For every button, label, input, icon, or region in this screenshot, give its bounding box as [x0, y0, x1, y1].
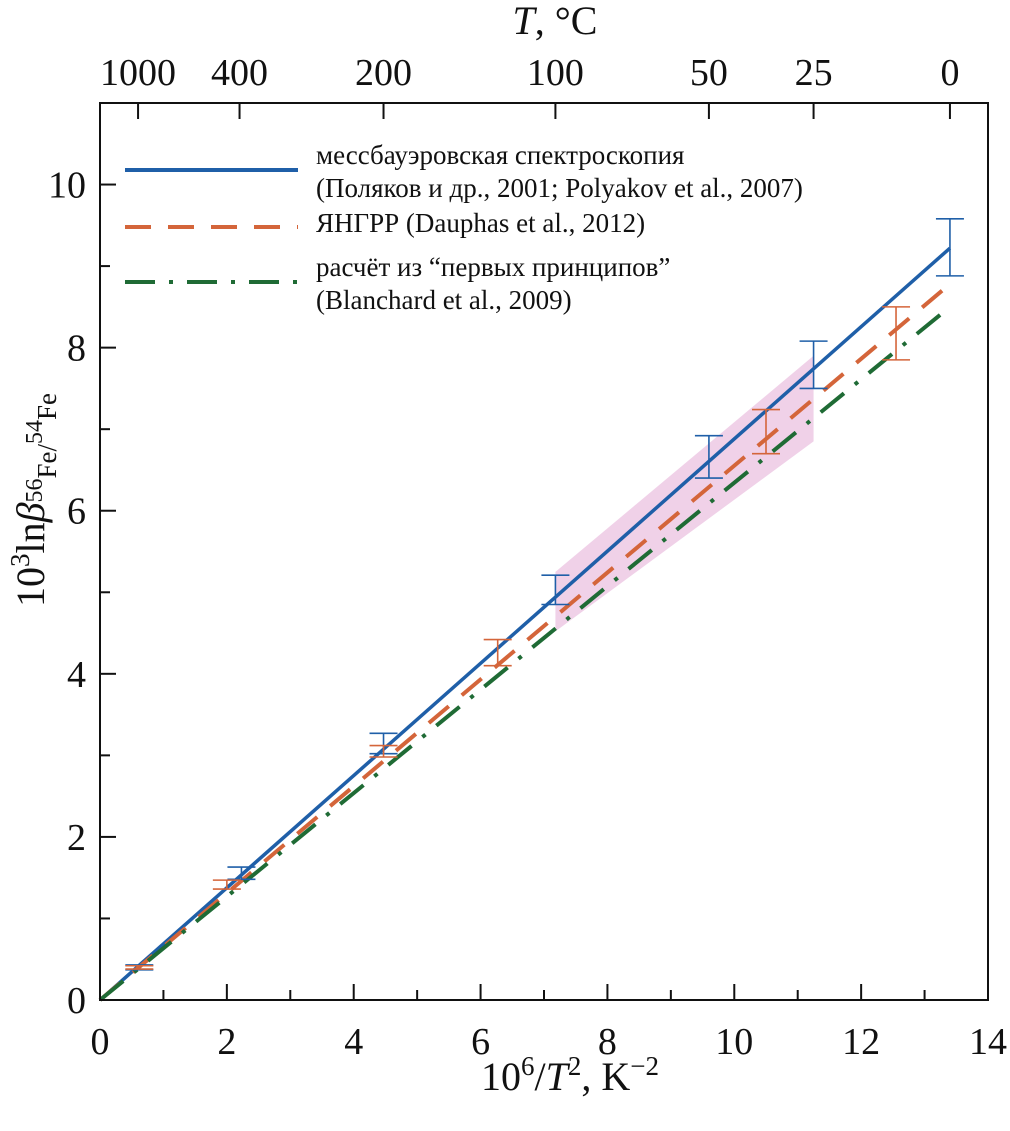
x-title-base: 10	[481, 1054, 521, 1099]
series-line-nrixs	[98, 282, 952, 1002]
error-bar-mossbauer	[694, 434, 723, 479]
x-axis-title: 106/T2, K−2	[481, 1051, 659, 1099]
y-tick-label: 4	[67, 654, 86, 696]
error-bar-nrixs	[125, 964, 154, 970]
x-title-tail: , K	[581, 1054, 630, 1099]
x-title-tail-sup: −2	[630, 1051, 659, 1081]
top-tick-label: 1000	[100, 52, 176, 94]
y-title-sub-slash: /	[32, 443, 62, 451]
error-bar-nrixs	[369, 744, 398, 758]
x-tick-label: 2	[217, 1021, 236, 1063]
x-tick-label: 4	[344, 1021, 363, 1063]
top-tick-label: 100	[527, 52, 584, 94]
top-tick-label: 25	[795, 52, 833, 94]
y-title-ln: ln	[8, 522, 53, 553]
top-tick-label: 0	[940, 52, 959, 94]
y-title-base: 10	[8, 567, 53, 607]
y-title-base-sup: 3	[5, 554, 35, 568]
top-tick-label: 400	[211, 52, 268, 94]
y-tick-label: 0	[67, 980, 86, 1022]
error-bar-nrixs	[483, 638, 512, 667]
series-line-first_principles	[98, 305, 952, 1002]
top-axis-title: T, °C	[513, 0, 598, 43]
error-bar-mossbauer	[227, 866, 256, 881]
y-title-sub1-sup: 56	[22, 478, 48, 502]
y-title-sub1: Fe	[32, 451, 62, 478]
top-tick-label: 200	[355, 52, 412, 94]
legend-label-first-principles-line1: расчёт из “первых принципов”	[316, 252, 670, 282]
legend-label-first-principles-line2: (Blanchard et al., 2009)	[316, 285, 572, 315]
y-title-beta: β	[8, 502, 53, 523]
shaded-uncertainty-region	[555, 355, 814, 632]
x-tick-label: 14	[969, 1021, 1007, 1063]
y-title-sub2: Fe	[32, 393, 62, 420]
x-tick-label: 10	[715, 1021, 753, 1063]
y-axis-title: 103lnβ56Fe/54Fe	[5, 393, 62, 607]
x-title-var: T	[546, 1054, 571, 1099]
shaded-region-layer	[555, 355, 814, 632]
legend-label-mossbauer-line1: мессбауэровская спектроскопия	[316, 140, 684, 170]
x-tick-label: 8	[598, 1021, 617, 1063]
x-title-slash: /	[535, 1054, 547, 1099]
tick-labels-layer: 0 2 4 6 8 10 12 14 0 2 4 6 8 10 1000 400 200 100 50 25 0	[48, 52, 1007, 1063]
legend-label-mossbauer-line2: (Поляков и др., 2001; Polyakov et al., 2…	[316, 173, 803, 203]
y-tick-label: 6	[67, 491, 86, 533]
error-bars-layer	[125, 217, 964, 971]
x-tick-label: 12	[842, 1021, 880, 1063]
error-bar-mossbauer	[541, 574, 570, 606]
legend-label-nrixs: ЯНГРР (Dauphas et al., 2012)	[316, 208, 645, 238]
top-tick-label: 50	[690, 52, 728, 94]
x-title-var-sup: 2	[568, 1051, 582, 1081]
ticks-layer	[99, 102, 989, 1001]
y-tick-label: 10	[48, 165, 86, 207]
top-axis-var: T	[513, 0, 538, 43]
x-tick-label: 6	[471, 1021, 490, 1063]
y-title-sub2-sup: 54	[22, 420, 48, 444]
x-tick-label: 0	[91, 1021, 110, 1063]
x-title-base-sup: 6	[521, 1051, 535, 1081]
legend: мессбауэровская спектроскопия (Поляков и…	[125, 140, 803, 315]
error-bar-mossbauer	[799, 340, 828, 390]
error-bar-nrixs	[212, 879, 241, 890]
error-bar-nrixs	[882, 306, 911, 361]
y-tick-label: 8	[67, 328, 86, 370]
y-tick-label: 2	[67, 817, 86, 859]
top-axis-tail: , °C	[535, 0, 598, 43]
error-bar-mossbauer	[935, 217, 964, 277]
error-bar-nrixs	[752, 408, 780, 455]
